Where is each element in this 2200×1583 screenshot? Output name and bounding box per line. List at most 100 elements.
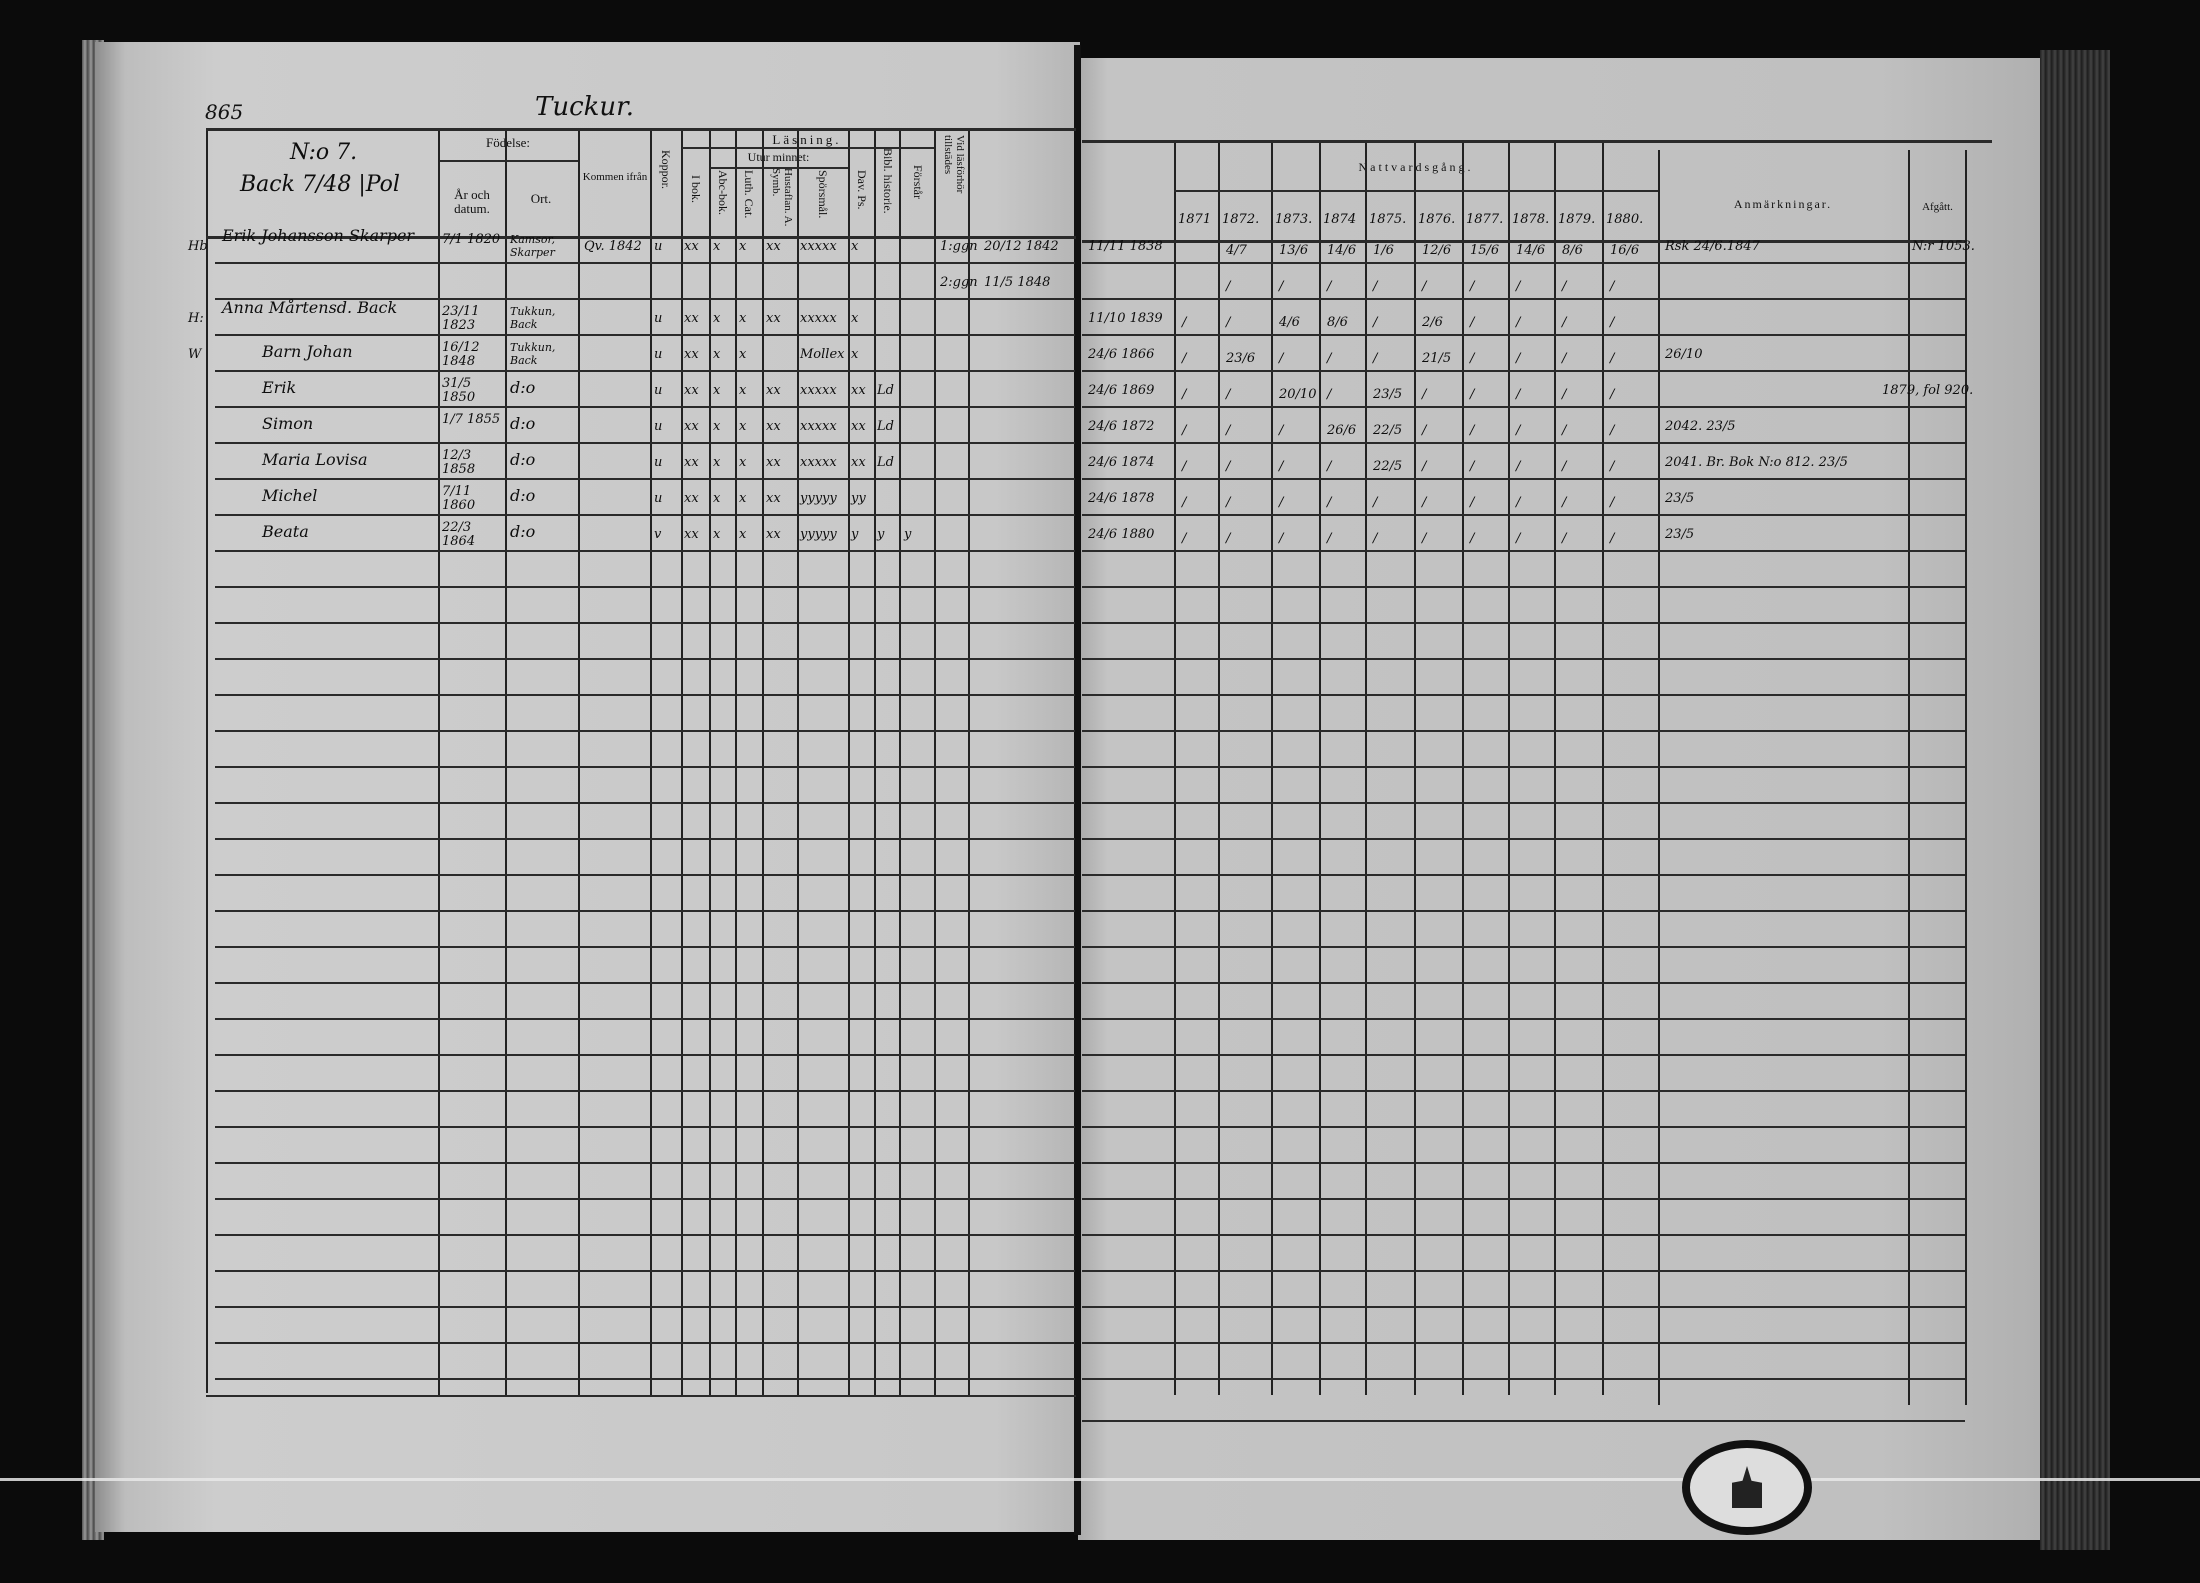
reading-mark-sporsmal: xxxxx [800, 311, 837, 326]
header-lasning: Läsning. [772, 132, 842, 147]
communion-mark: / [1516, 351, 1521, 366]
communion-mark: 23/6 [1226, 351, 1256, 366]
row-rule [1082, 838, 1965, 840]
communion-mark: / [1470, 387, 1475, 402]
column-rule [709, 130, 711, 1395]
birth-place: d:o [510, 522, 536, 541]
row-rule [215, 766, 1075, 768]
communion-mark: 13/6 [1279, 243, 1309, 258]
communion-mark: / [1422, 495, 1427, 510]
reading-mark-bibl: y [877, 527, 885, 542]
reading-mark-dav: xx [851, 455, 866, 470]
first-communion-date: 24/6 1869 [1088, 383, 1155, 398]
row-rule [1082, 442, 1965, 444]
row-rule [1082, 298, 1965, 300]
reading-mark-abc: x [713, 311, 721, 326]
row-rule [215, 442, 1075, 444]
reading-mark-hustafl: xx [766, 491, 781, 506]
birth-place: d:o [510, 414, 536, 433]
reading-mark-sporsmal: xxxxx [800, 455, 837, 470]
row-rule [1082, 982, 1965, 984]
communion-mark: / [1516, 387, 1521, 402]
row-rule [1082, 550, 1965, 552]
communion-mark: / [1182, 459, 1187, 474]
household-place: Back 7/48 |Pol [240, 172, 400, 197]
communion-mark: / [1373, 351, 1378, 366]
reading-mark-luth: x [739, 311, 747, 326]
communion-mark: / [1470, 423, 1475, 438]
birth-date: 7/1 1820 [442, 232, 501, 247]
year-header: 1879. [1558, 212, 1596, 227]
archive-stamp [1682, 1440, 1812, 1535]
remark: 2041. Br. Bok N:o 812. 23/5 [1665, 455, 1848, 470]
row-rule [215, 1378, 1075, 1380]
row-rule [1082, 1090, 1965, 1092]
header-rule [206, 236, 1076, 239]
header-vid-lasforhor: Vid läsförhör tillstädes [942, 135, 966, 194]
reading-mark-sporsmal: Mollex [800, 347, 845, 362]
column-rule [735, 130, 737, 1395]
birth-date: 31/5 1850 [442, 376, 476, 405]
row-rule [215, 982, 1075, 984]
column-rule [438, 130, 440, 1395]
row-rule [215, 1234, 1075, 1236]
reading-mark-luth: x [739, 455, 747, 470]
row-rule [1082, 874, 1965, 876]
communion-mark: / [1470, 531, 1475, 546]
departure-note: 1879, fol 920. [1882, 383, 1974, 398]
reading-mark-hustafl: xx [766, 383, 781, 398]
communion-mark: 4/6 [1279, 315, 1300, 330]
reading-mark-luth: x [739, 419, 747, 434]
communion-mark: / [1327, 531, 1332, 546]
communion-mark: / [1279, 423, 1284, 438]
reading-mark-koppor: u [654, 455, 663, 470]
column-rule [578, 130, 580, 1395]
row-rule [215, 910, 1075, 912]
header-i-bok: I bok. [689, 175, 703, 203]
row-rule [1082, 370, 1965, 372]
communion-mark: / [1562, 315, 1567, 330]
communion-mark: 16/6 [1610, 243, 1640, 258]
reading-mark-forstar: y [904, 527, 912, 542]
communion-mark: / [1610, 279, 1615, 294]
column-rule [848, 130, 850, 1395]
communion-mark: / [1422, 387, 1427, 402]
birth-date: 12/3 1858 [442, 448, 476, 477]
reading-mark-abc: x [713, 455, 721, 470]
communion-mark: / [1279, 459, 1284, 474]
communion-mark: / [1182, 387, 1187, 402]
birth-place: Tukkun, Back [510, 305, 556, 331]
reading-mark-bibl: Ld [877, 419, 894, 434]
communion-mark: / [1279, 495, 1284, 510]
row-rule [215, 550, 1075, 552]
row-rule [1082, 262, 1965, 264]
header-rule [440, 160, 578, 162]
examination-attendance: 1:ggn [940, 239, 978, 254]
relation-mark: H: [188, 311, 204, 326]
communion-mark: 23/5 [1373, 387, 1403, 402]
remark: 2042. 23/5 [1665, 419, 1736, 434]
reading-mark-dav: y [851, 527, 859, 542]
first-communion-date: 24/6 1866 [1088, 347, 1155, 362]
person-name: Maria Lovisa [262, 450, 368, 469]
row-rule [215, 298, 1075, 300]
reading-mark-bibl: Ld [877, 383, 894, 398]
communion-mark: / [1373, 531, 1378, 546]
page-edge [2040, 50, 2110, 1550]
year-header: 1871 [1178, 212, 1212, 227]
column-rule [1658, 150, 1660, 1405]
person-name: Erik [262, 378, 297, 397]
reading-mark-hustafl: xx [766, 311, 781, 326]
communion-mark: / [1562, 387, 1567, 402]
column-rule [1908, 150, 1910, 1405]
row-rule [1082, 1270, 1965, 1272]
row-rule [215, 1306, 1075, 1308]
row-rule [1082, 1162, 1965, 1164]
row-rule [215, 730, 1075, 732]
communion-mark: / [1182, 315, 1187, 330]
reading-mark-hustafl: xx [766, 527, 781, 542]
column-rule [934, 130, 936, 1395]
birth-place: Tukkun, Back [510, 341, 556, 367]
row-rule [1082, 478, 1965, 480]
header-koppor: Koppor. [659, 150, 673, 189]
